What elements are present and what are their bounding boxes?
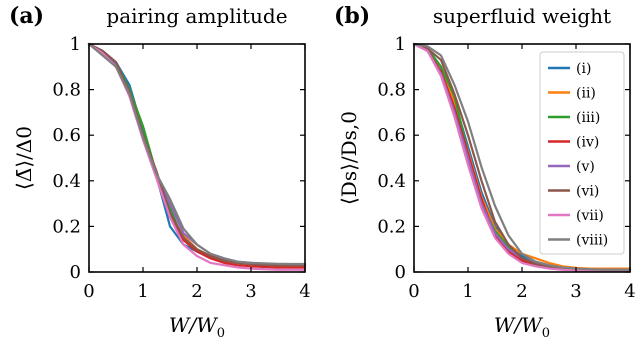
x-tick-label: 2	[516, 281, 527, 302]
legend-label: (vi)	[576, 184, 599, 200]
x-axis-label: W/W0	[169, 313, 225, 341]
legend-label: (v)	[576, 159, 595, 175]
panel-title: pairing amplitude	[106, 4, 287, 28]
y-tick-label: 1	[70, 34, 81, 55]
panel-label: (a)	[9, 3, 44, 29]
legend-label: (viii)	[576, 233, 608, 249]
series-line	[412, 42, 632, 271]
legend-box	[539, 51, 625, 255]
x-axis-label: W/W0	[494, 313, 550, 341]
y-tick-label: 0.2	[377, 216, 406, 237]
series-line	[87, 42, 307, 266]
y-tick-label: 0.8	[377, 80, 406, 101]
x-tick-label: 1	[462, 281, 473, 302]
x-tick-label: 4	[299, 281, 310, 302]
y-axis-label: ⟨Δ̄⟩/Δ0	[12, 126, 36, 190]
legend-label: (i)	[576, 61, 591, 77]
x-tick-label: 4	[624, 281, 635, 302]
legend-label: (vii)	[576, 208, 604, 224]
y-tick-label: 0	[395, 262, 406, 283]
x-tick-label: 3	[245, 281, 256, 302]
x-tick-label: 1	[137, 281, 148, 302]
y-tick-label: 1	[395, 34, 406, 55]
panel-label: (b)	[334, 3, 370, 29]
x-tick-label: 2	[191, 281, 202, 302]
legend-label: (iii)	[576, 110, 600, 126]
y-tick-label: 0.4	[377, 171, 406, 192]
panel-title: superfluid weight	[433, 4, 611, 28]
y-tick-label: 0.2	[52, 216, 81, 237]
y-tick-label: 0.6	[52, 125, 81, 146]
legend-label: (ii)	[576, 86, 596, 102]
y-tick-label: 0.6	[377, 125, 406, 146]
y-axis-label: ⟨Ds⟩/Ds,0	[337, 111, 361, 205]
y-tick-label: 0	[70, 262, 81, 283]
x-tick-label: 3	[570, 281, 581, 302]
x-tick-label: 0	[408, 281, 419, 302]
legend-label: (iv)	[576, 135, 599, 151]
y-tick-label: 0.8	[52, 80, 81, 101]
y-tick-label: 0.4	[52, 171, 81, 192]
series-line	[87, 42, 307, 267]
x-tick-label: 0	[83, 281, 94, 302]
